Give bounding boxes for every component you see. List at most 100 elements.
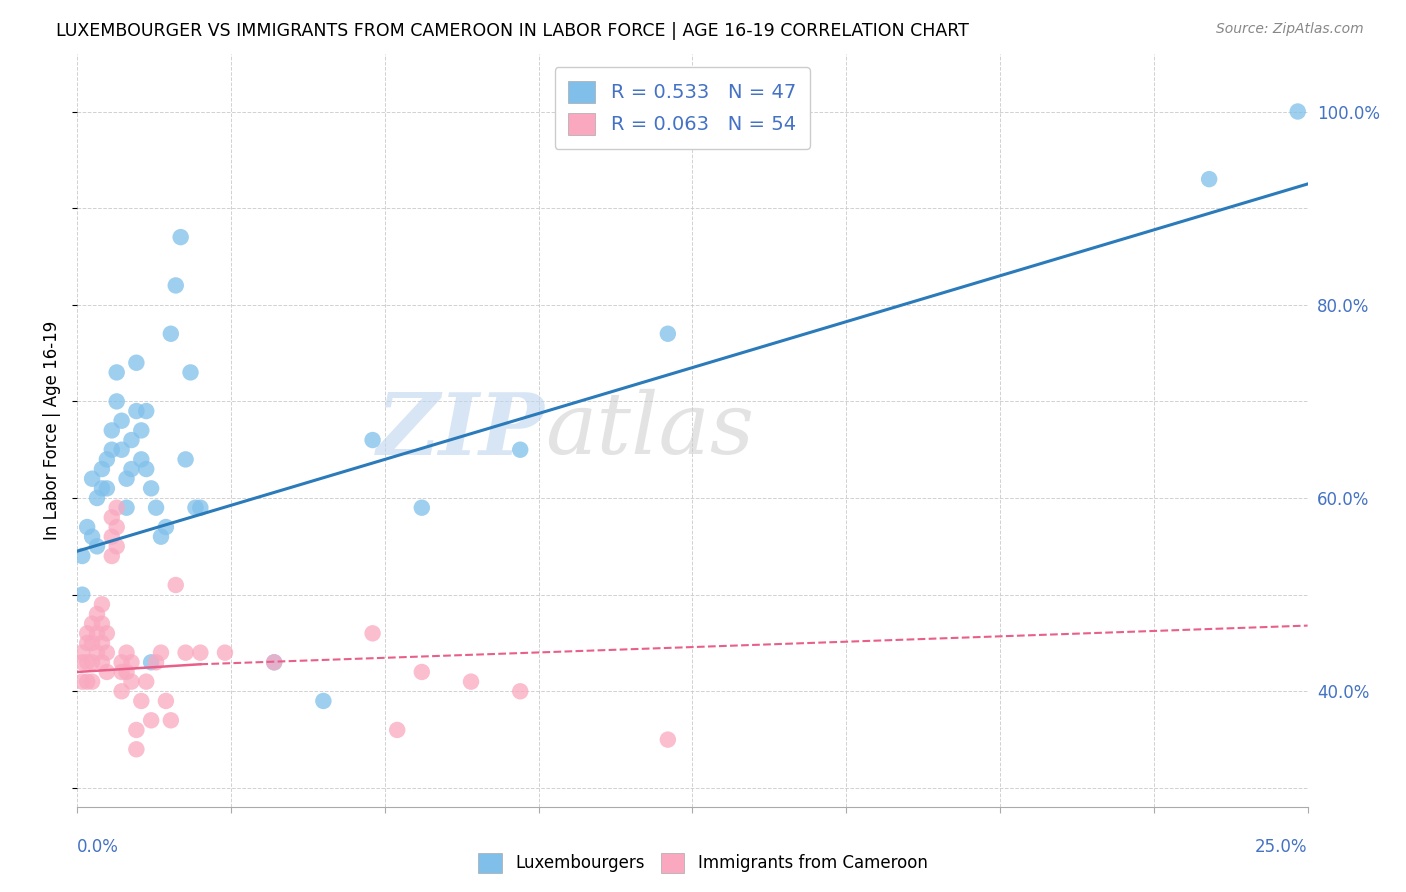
Point [70,549,93,563]
Point [82,655,104,669]
Point [86,539,108,553]
Point [312,694,335,708]
Text: Source: ZipAtlas.com: Source: ZipAtlas.com [1216,22,1364,37]
Point [657,732,679,747]
Point [96,626,118,640]
Point [509,684,531,698]
Point [82,472,104,486]
Point [90,655,114,669]
Point [115,665,138,679]
Point [1286,104,1309,119]
Point [121,462,143,476]
Point [90,636,114,650]
Point [101,442,124,457]
Legend: Luxembourgers, Immigrants from Cameroon: Luxembourgers, Immigrants from Cameroon [471,847,935,880]
Point [111,655,132,669]
Point [145,500,167,515]
Legend: R = 0.533   N = 47, R = 0.063   N = 54: R = 0.533 N = 47, R = 0.063 N = 54 [554,67,810,149]
Point [387,723,409,737]
Point [180,366,202,380]
Point [150,530,173,544]
Point [96,482,118,496]
Point [105,394,128,409]
Point [101,530,124,544]
Point [155,694,177,708]
Point [101,424,124,438]
Point [82,636,104,650]
Point [135,674,157,689]
Point [184,500,207,515]
Point [411,665,433,679]
Point [70,588,93,602]
Point [125,356,148,370]
Point [155,520,177,534]
Point [76,626,98,640]
Point [90,598,114,612]
Point [263,655,285,669]
Point [86,646,108,660]
Point [141,714,163,728]
Point [111,442,132,457]
Point [165,278,187,293]
Point [111,414,132,428]
Point [90,616,114,631]
Point [90,482,114,496]
Point [214,646,236,660]
Point [82,674,104,689]
Point [145,655,167,669]
Point [115,472,138,486]
Point [96,665,118,679]
Point [105,366,128,380]
Point [76,655,98,669]
Text: atlas: atlas [546,389,754,472]
Point [121,655,143,669]
Point [90,462,114,476]
Point [115,500,138,515]
Point [86,491,108,505]
Point [121,674,143,689]
Point [141,655,163,669]
Point [96,452,118,467]
Point [131,424,153,438]
Point [165,578,187,592]
Text: 0.0%: 0.0% [77,838,120,855]
Point [657,326,679,341]
Point [125,742,148,756]
Point [141,482,163,496]
Point [76,520,98,534]
Point [111,684,132,698]
Point [125,404,148,418]
Point [111,665,132,679]
Point [190,646,212,660]
Y-axis label: In Labor Force | Age 16-19: In Labor Force | Age 16-19 [44,321,62,540]
Point [170,230,193,244]
Point [150,646,173,660]
Point [70,646,93,660]
Point [131,452,153,467]
Point [135,462,157,476]
Point [101,549,124,563]
Point [96,646,118,660]
Point [115,646,138,660]
Point [76,636,98,650]
Point [121,433,143,447]
Text: 25.0%: 25.0% [1256,838,1308,855]
Point [82,530,104,544]
Point [460,674,482,689]
Point [105,500,128,515]
Point [76,674,98,689]
Point [131,694,153,708]
Point [105,520,128,534]
Point [190,500,212,515]
Point [160,714,183,728]
Point [125,723,148,737]
Point [135,404,157,418]
Point [174,646,197,660]
Point [86,626,108,640]
Point [263,655,285,669]
Point [361,433,384,447]
Point [70,674,93,689]
Point [509,442,531,457]
Point [86,607,108,621]
Point [82,616,104,631]
